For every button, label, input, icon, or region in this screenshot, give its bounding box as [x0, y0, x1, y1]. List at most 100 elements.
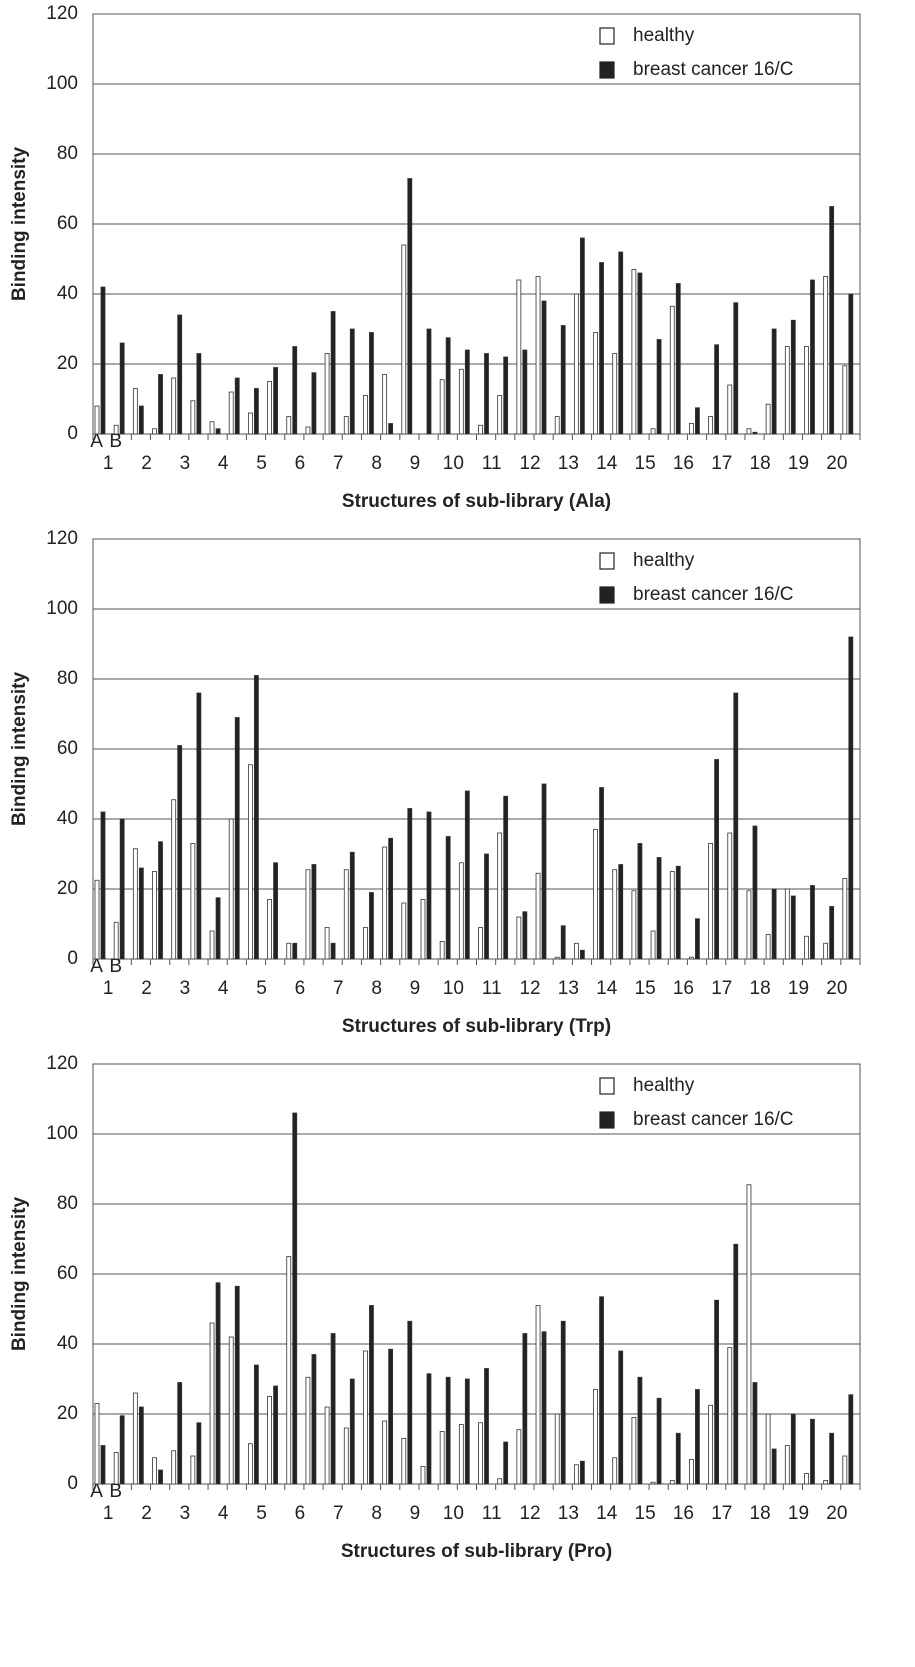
y-axis-title: Binding intensity [9, 1197, 30, 1352]
x-tick-label: 2 [141, 978, 152, 999]
bar [637, 272, 643, 435]
x-tick-label: 14 [596, 1503, 618, 1524]
x-tick-label: 17 [711, 978, 732, 999]
bar [209, 1322, 215, 1485]
bar [823, 1480, 829, 1485]
bar [228, 818, 234, 960]
bar [426, 328, 432, 435]
y-tick-label: 120 [46, 1053, 78, 1074]
bar [535, 276, 541, 435]
x-tick-label: 1 [103, 453, 114, 474]
bar [196, 1422, 202, 1485]
bar [190, 400, 196, 435]
legend-swatch [599, 27, 615, 45]
bar [426, 811, 432, 960]
subgroup-label: B [109, 431, 122, 452]
bar [311, 1354, 317, 1485]
x-tick-label: 4 [218, 978, 229, 999]
bar [401, 244, 407, 435]
bar [420, 899, 426, 960]
bar [848, 293, 854, 435]
y-tick-label: 40 [57, 283, 78, 304]
x-tick-label: 5 [256, 453, 267, 474]
bar [637, 1376, 643, 1485]
bar [113, 1452, 119, 1485]
bar [407, 178, 413, 435]
y-tick-label: 0 [67, 948, 78, 969]
bar [497, 832, 503, 960]
bar [593, 1389, 598, 1485]
x-axis-title: Structures of sub-library (Pro) [341, 1541, 612, 1562]
bar [618, 1350, 624, 1485]
bar [158, 841, 163, 960]
bar [113, 424, 119, 435]
bar [292, 1112, 298, 1485]
bar [541, 1331, 547, 1485]
x-tick-label: 15 [635, 1503, 656, 1524]
bar [171, 1450, 177, 1485]
bar [612, 1457, 618, 1485]
y-axis-title: Binding intensity [9, 147, 30, 302]
x-tick-label: 12 [519, 978, 540, 999]
bar [464, 1378, 470, 1485]
bar [503, 356, 509, 435]
x-tick-label: 12 [519, 453, 540, 474]
bar [618, 251, 624, 435]
bar [727, 384, 733, 435]
bar [100, 1445, 106, 1485]
bar [573, 293, 579, 435]
bar [765, 934, 771, 960]
subgroup-label: B [109, 1481, 122, 1502]
x-tick-label: 11 [482, 1503, 502, 1524]
bar [311, 864, 317, 960]
bar [579, 949, 585, 960]
bar [273, 862, 278, 960]
bar [215, 428, 221, 435]
bar [560, 325, 566, 435]
bar [752, 431, 758, 435]
bar [746, 428, 752, 435]
x-tick-label: 11 [482, 978, 502, 999]
bar [842, 365, 848, 435]
bar [132, 1392, 138, 1485]
legend-label: breast cancer 16/C [633, 584, 794, 605]
bar [599, 262, 604, 435]
bar [171, 799, 177, 960]
bar [842, 1455, 848, 1485]
bar [618, 864, 624, 960]
bar [784, 888, 790, 960]
bar [445, 1376, 451, 1485]
bar [746, 1184, 752, 1485]
x-tick-label: 1 [103, 978, 114, 999]
x-tick-label: 6 [295, 978, 306, 999]
x-tick-label: 17 [711, 1503, 732, 1524]
x-tick-label: 13 [558, 978, 579, 999]
bar [804, 935, 809, 960]
y-tick-label: 120 [46, 528, 78, 549]
bar [369, 332, 374, 435]
bar [196, 353, 202, 435]
bar [215, 1282, 221, 1485]
bar [119, 342, 125, 435]
bar [94, 879, 100, 960]
bar [445, 337, 451, 435]
bar [752, 1382, 758, 1485]
bar [119, 1415, 125, 1485]
x-tick-label: 16 [673, 1503, 694, 1524]
bar [689, 956, 694, 960]
bar [771, 1448, 777, 1485]
x-tick-label: 20 [826, 978, 847, 999]
bar [650, 1481, 656, 1485]
x-tick-label: 3 [180, 978, 191, 999]
x-tick-label: 16 [673, 453, 694, 474]
bar [714, 1299, 719, 1485]
bar [439, 379, 445, 435]
bar [343, 869, 349, 960]
bar [445, 836, 451, 960]
subgroup-label: B [109, 956, 122, 977]
bar [478, 1422, 483, 1485]
y-tick-label: 100 [46, 73, 78, 94]
bar [273, 1385, 278, 1485]
legend-swatch [599, 586, 615, 604]
bar [650, 930, 656, 960]
